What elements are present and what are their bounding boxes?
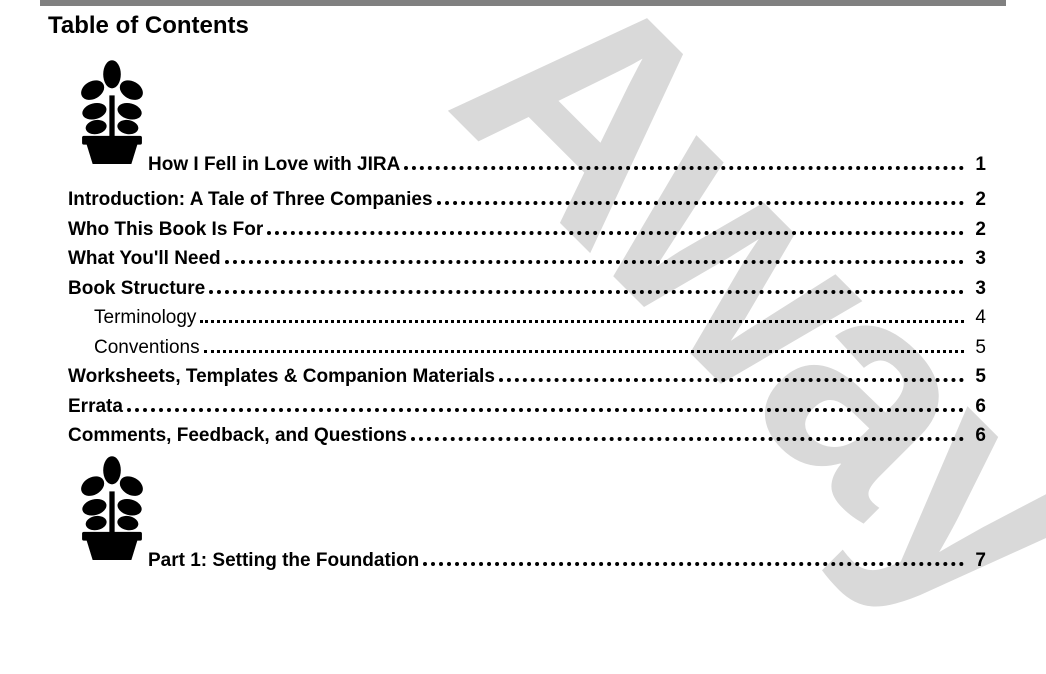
toc-entry: Worksheets, Templates & Companion Materi… — [68, 362, 986, 391]
toc-leader — [404, 154, 964, 170]
toc-lead-1: Part 1: Setting the Foundation 7 — [68, 546, 986, 575]
toc-subentry: Terminology 4 — [68, 303, 986, 332]
toc-title: Errata — [68, 392, 123, 421]
toc-title: Part 1: Setting the Foundation — [148, 546, 419, 575]
toc-title: Terminology — [94, 303, 196, 332]
toc-leader — [200, 308, 964, 323]
toc-title: How I Fell in Love with JIRA — [148, 150, 400, 179]
toc-page: 4 — [968, 303, 986, 332]
toc-entry: What You'll Need 3 — [68, 244, 986, 273]
toc-page: 6 — [968, 392, 986, 421]
toc-leader — [411, 425, 964, 441]
top-rule — [40, 0, 1006, 6]
toc-page: 1 — [968, 150, 986, 179]
toc-leader — [423, 550, 964, 566]
toc-list-0: How I Fell in Love with JIRA 1 Introduct… — [68, 150, 986, 450]
toc-subentry: Conventions 5 — [68, 333, 986, 362]
toc-page: 2 — [968, 215, 986, 244]
toc-leader — [437, 189, 964, 205]
page-content: Table of Contents How I Fell in Lo — [0, 0, 1046, 576]
toc-title: Comments, Feedback, and Questions — [68, 421, 407, 450]
toc-leader — [209, 277, 964, 293]
toc-leader — [267, 219, 964, 235]
toc-leader — [127, 395, 964, 411]
toc-page: 2 — [968, 185, 986, 214]
toc-page: 6 — [968, 421, 986, 450]
toc-entry: Errata 6 — [68, 392, 986, 421]
toc-title: Worksheets, Templates & Companion Materi… — [68, 362, 495, 391]
toc-entry: Introduction: A Tale of Three Companies … — [68, 185, 986, 214]
toc-entry: Book Structure 3 — [68, 274, 986, 303]
toc-list-1: Part 1: Setting the Foundation 7 — [68, 546, 986, 575]
toc-heading: Table of Contents — [48, 12, 1006, 40]
toc-title: Introduction: A Tale of Three Companies — [68, 185, 433, 214]
toc-leader — [225, 248, 964, 264]
toc-title: What You'll Need — [68, 244, 221, 273]
toc-entry: Comments, Feedback, and Questions 6 — [68, 421, 986, 450]
toc-page: 3 — [968, 274, 986, 303]
toc-entry: Who This Book Is For 2 — [68, 215, 986, 244]
toc-leader — [204, 337, 964, 352]
toc-title: Book Structure — [68, 274, 205, 303]
toc-leader — [499, 366, 964, 382]
toc-lead-0: How I Fell in Love with JIRA 1 — [68, 150, 986, 179]
toc-page: 3 — [968, 244, 986, 273]
toc-page: 5 — [968, 362, 986, 391]
toc-page: 5 — [968, 333, 986, 362]
toc-page: 7 — [968, 546, 986, 575]
toc-title: Conventions — [94, 333, 200, 362]
toc-title: Who This Book Is For — [68, 215, 263, 244]
